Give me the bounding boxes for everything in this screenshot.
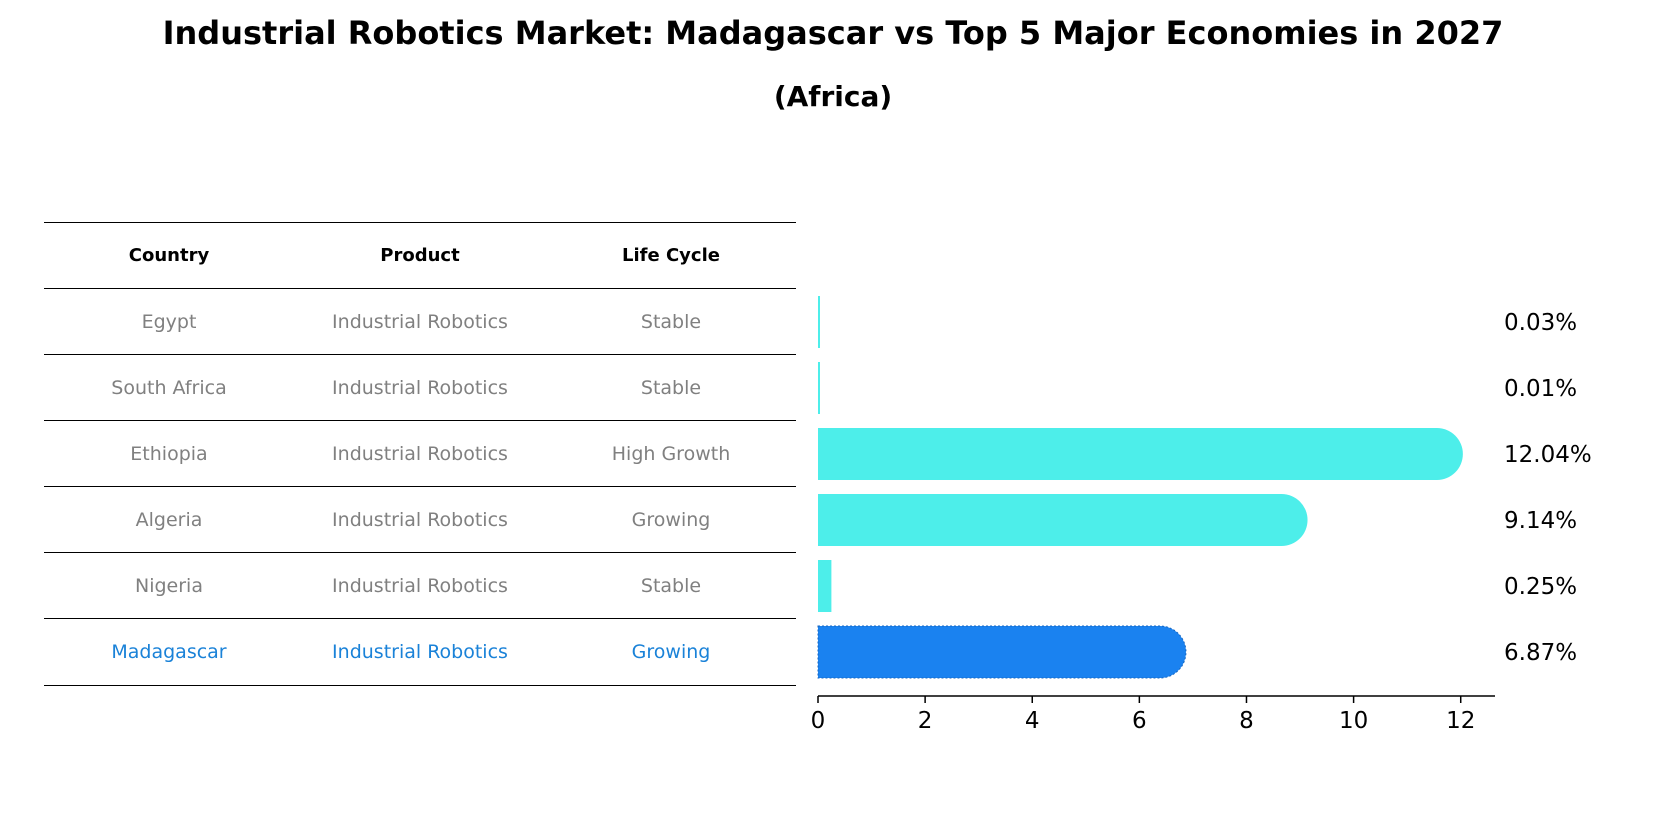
- country-cell: South Africa: [111, 377, 227, 399]
- column-header-product: Product: [380, 245, 460, 266]
- bars-group: [817, 296, 1463, 679]
- product-cell: Industrial Robotics: [332, 377, 508, 399]
- product-cell: Industrial Robotics: [332, 509, 508, 531]
- value-label: 0.01%: [1504, 376, 1577, 402]
- life-cycle-cell: Stable: [640, 377, 702, 399]
- value-label: 9.14%: [1504, 508, 1577, 534]
- x-tick-label: 0: [811, 708, 826, 734]
- table-row: South Africa Industrial Robotics Stable: [44, 354, 796, 420]
- bar-ethiopia: [818, 428, 1463, 480]
- value-label: 0.03%: [1504, 310, 1577, 336]
- country-cell: Madagascar: [111, 641, 227, 663]
- value-label: 12.04%: [1504, 442, 1592, 468]
- product-cell: Industrial Robotics: [332, 641, 508, 663]
- table-row: Ethiopia Industrial Robotics High Growth: [44, 420, 796, 486]
- value-label: 0.25%: [1504, 574, 1577, 600]
- table-row-highlighted: Madagascar Industrial Robotics Growing: [44, 618, 796, 686]
- table-row: Algeria Industrial Robotics Growing: [44, 486, 796, 552]
- bar-south-africa: [818, 362, 820, 414]
- life-cycle-cell: Growing: [631, 509, 711, 531]
- life-cycle-cell: Stable: [640, 575, 702, 597]
- x-tick-label: 4: [1025, 708, 1040, 734]
- value-labels-group: 0.03% 0.01% 12.04% 9.14% 0.25% 6.87%: [1504, 310, 1592, 666]
- country-cell: Nigeria: [135, 575, 203, 597]
- value-label: 6.87%: [1504, 640, 1577, 666]
- table-header-row: Country Product Life Cycle: [44, 222, 796, 288]
- product-cell: Industrial Robotics: [332, 311, 508, 333]
- bar-egypt: [818, 296, 820, 348]
- life-cycle-cell: Stable: [640, 311, 702, 333]
- x-ticks-group: 0 2 4 6 8 10 12: [811, 696, 1475, 734]
- x-tick-label: 10: [1339, 708, 1368, 734]
- product-cell: Industrial Robotics: [332, 443, 508, 465]
- bar-algeria: [818, 494, 1308, 546]
- x-tick-label: 8: [1239, 708, 1254, 734]
- bar-madagascar: [817, 625, 1187, 679]
- bar-nigeria: [818, 560, 832, 612]
- country-cell: Egypt: [141, 311, 197, 333]
- chart-subtitle: (Africa): [773, 80, 893, 113]
- table-row: Nigeria Industrial Robotics Stable: [44, 552, 796, 618]
- product-cell: Industrial Robotics: [332, 575, 508, 597]
- x-tick-label: 12: [1446, 708, 1475, 734]
- table-row: Egypt Industrial Robotics Stable: [44, 288, 796, 354]
- chart-title: Industrial Robotics Market: Madagascar v…: [162, 14, 1504, 52]
- x-tick-label: 6: [1132, 708, 1147, 734]
- x-tick-label: 2: [918, 708, 933, 734]
- life-cycle-cell: High Growth: [611, 443, 731, 465]
- country-cell: Ethiopia: [130, 443, 208, 465]
- country-cell: Algeria: [135, 509, 203, 531]
- life-cycle-cell: Growing: [631, 641, 711, 663]
- country-table: Country Product Life Cycle Egypt Industr…: [44, 222, 796, 686]
- column-header-country: Country: [128, 245, 210, 266]
- column-header-life-cycle: Life Cycle: [622, 245, 720, 266]
